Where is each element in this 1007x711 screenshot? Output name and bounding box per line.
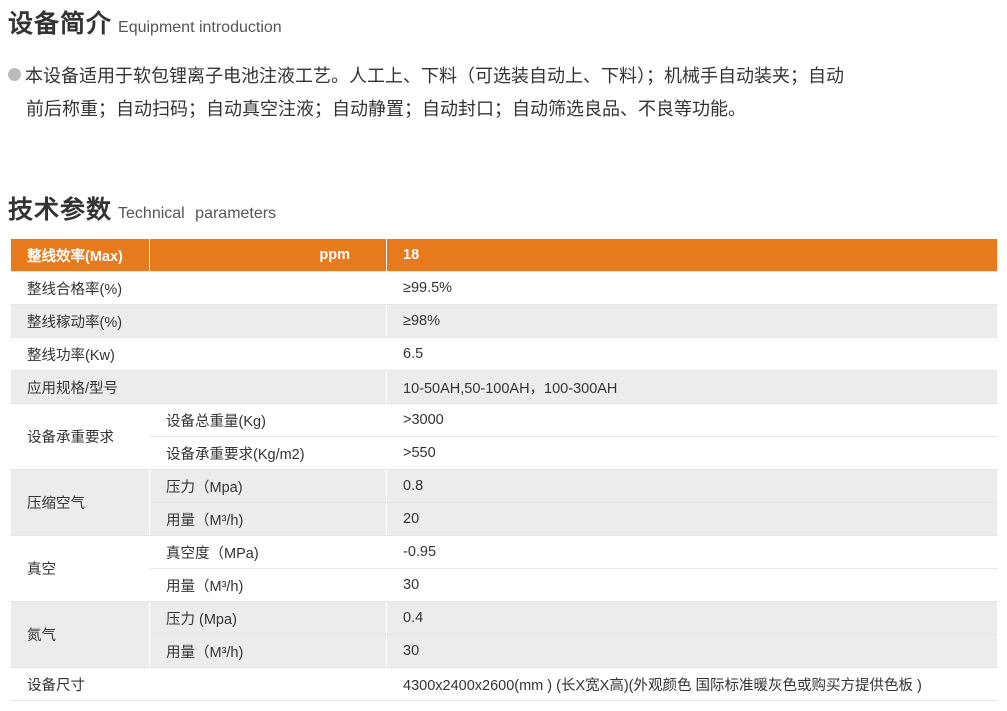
row-value: >550: [386, 436, 998, 470]
row-label: 压力（Mpa): [149, 469, 387, 503]
group-label: 氮气: [10, 601, 150, 668]
row-value: -0.95: [386, 535, 998, 569]
table-row: 应用规格/型号 10-50AH,50-100AH，100-300AH: [10, 370, 998, 404]
row-value: 10-50AH,50-100AH，100-300AH: [386, 370, 998, 404]
row-label: 用量（M³/h): [149, 502, 387, 536]
row-value: 20: [386, 502, 998, 536]
table-row: 整线合格率(%) ≥99.5%: [10, 271, 998, 305]
row-label: 设备尺寸: [10, 667, 387, 701]
row-value: 0.8: [386, 469, 998, 503]
table-row: 氮气 压力 (Mpa) 0.4: [10, 601, 998, 668]
table-row: 设备尺寸 4300x2400x2600(mm ) (长X宽X高)(外观颜色 国际标…: [10, 667, 998, 701]
params-title-cn: 技术参数: [8, 195, 113, 224]
row-label: 压力 (Mpa): [149, 601, 387, 635]
table-row: 整线稼动率(%) ≥98%: [10, 304, 998, 338]
row-value: 4300x2400x2600(mm ) (长X宽X高)(外观颜色 国际标准暖灰色…: [386, 667, 998, 701]
row-label: 整线稼动率(%): [10, 304, 387, 338]
params-table: 整线效率(Max) ppm 18 整线合格率(%) ≥99.5% 整线稼动率(%)…: [10, 238, 998, 701]
table-row: 用量（M³/h) 30: [11, 634, 998, 668]
params-heading: 技术参数 Technical parameters: [8, 190, 276, 226]
table-row: 用量（M³/h) 30: [11, 568, 998, 602]
row-label: 真空度（MPa): [149, 535, 387, 569]
params-title-en: Technical parameters: [118, 205, 277, 222]
intro-title-en: Equipment introduction: [118, 19, 282, 36]
row-label: 应用规格/型号: [10, 370, 387, 404]
row-value: ≥98%: [386, 304, 998, 338]
table-row: 压缩空气 压力（Mpa) 0.8: [10, 469, 998, 536]
header-value: 18: [386, 238, 998, 272]
header-label: 整线效率(Max): [10, 238, 150, 272]
table-row: 设备承重要求(Kg/m2) >550: [11, 436, 998, 470]
row-label: 整线合格率(%): [10, 271, 387, 305]
row-value: 30: [386, 634, 998, 668]
intro-title-cn: 设备简介: [8, 9, 113, 38]
table-row: 设备承重要求 设备总重量(Kg) >3000: [10, 403, 998, 470]
row-value: 6.5: [386, 337, 998, 371]
intro-heading: 设备简介 Equipment introduction: [8, 4, 282, 40]
group-label: 压缩空气: [10, 469, 150, 536]
row-label: 设备承重要求(Kg/m2): [149, 436, 387, 470]
table-row: 真空 真空度（MPa) -0.95: [10, 535, 998, 602]
intro-line-1: 本设备适用于软包锂离子电池注液工艺。人工上、下料（可选装自动上、下料）；机械手自…: [25, 66, 844, 87]
table-row: 用量（M³/h) 20: [11, 502, 998, 536]
row-label: 设备总重量(Kg): [149, 403, 387, 437]
bullet-icon: [8, 68, 21, 81]
intro-text: 本设备适用于软包锂离子电池注液工艺。人工上、下料（可选装自动上、下料）；机械手自…: [8, 60, 998, 126]
group-label: 真空: [10, 535, 150, 602]
intro-line-2: 前后称重；自动扫码；自动真空注液；自动静置；自动封口；自动筛选良品、不良等功能。: [26, 99, 746, 120]
table-header-row: 整线效率(Max) ppm 18: [10, 238, 998, 272]
row-value: 30: [386, 568, 998, 602]
row-label: 用量（M³/h): [149, 634, 387, 668]
row-label: 整线功率(Kw): [10, 337, 387, 371]
row-value: ≥99.5%: [386, 271, 998, 305]
table-row: 整线功率(Kw) 6.5: [10, 337, 998, 371]
row-value: >3000: [386, 403, 998, 437]
row-value: 0.4: [386, 601, 998, 635]
row-label: 用量（M³/h): [149, 568, 387, 602]
header-unit: ppm: [149, 238, 387, 272]
group-label: 设备承重要求: [10, 403, 150, 470]
